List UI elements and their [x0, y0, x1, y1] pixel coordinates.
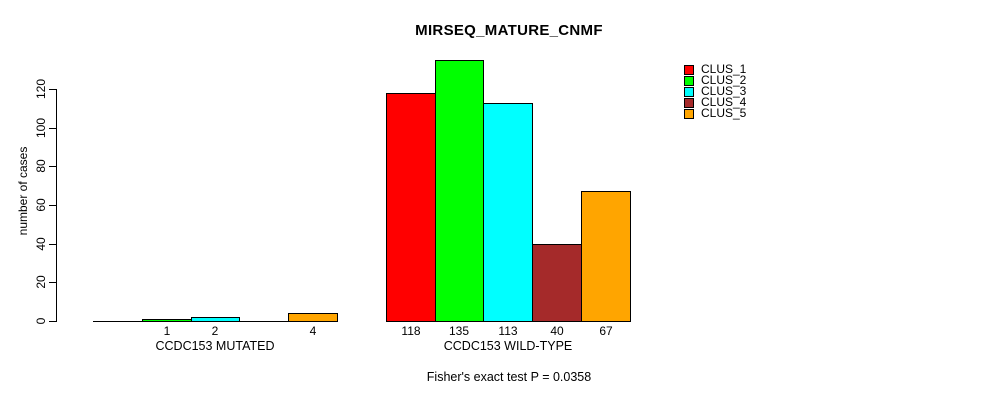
y-axis-tick-label: 40: [34, 237, 48, 251]
bar-value-label: 135: [448, 324, 470, 338]
legend-swatch-clus_3: [684, 86, 694, 97]
legend-swatch-clus_1: [684, 64, 694, 75]
bar-clus_3-group1: [483, 103, 533, 322]
y-axis-tick-label: 120: [34, 78, 48, 100]
y-axis-tick: [49, 89, 56, 90]
y-axis-tick-label: 20: [34, 275, 48, 289]
bar-value-label: 67: [599, 324, 613, 338]
y-axis-tick: [49, 244, 56, 245]
legend-label: CLUS_4: [701, 95, 747, 109]
bar-value-label: 113: [498, 324, 518, 338]
legend-item: CLUS_5: [684, 106, 747, 120]
legend-item: CLUS_3: [684, 84, 747, 98]
y-axis-label: number of cases: [16, 146, 30, 236]
y-axis-tick: [49, 205, 56, 206]
bar-value-label: 40: [550, 324, 564, 338]
y-axis-tick-label: 80: [34, 159, 48, 173]
legend-label: CLUS_3: [701, 84, 747, 98]
chart-title: MIRSEQ_MATURE_CNMF: [415, 22, 603, 39]
group-label-mutated: CCDC153 MUTATED: [155, 339, 275, 353]
bar-value-label: 2: [211, 324, 219, 338]
y-axis-tick: [49, 282, 56, 283]
bar-clus_5-group1: [581, 191, 631, 322]
legend-label: CLUS_2: [701, 73, 747, 87]
y-axis-tick: [49, 166, 56, 167]
y-axis-line: [56, 89, 57, 322]
y-axis-tick-label: 0: [34, 317, 48, 325]
bar-clus_1-group1: [386, 93, 436, 322]
group-label-wild-type: CCDC153 WILD-TYPE: [443, 339, 573, 353]
bar-clus_2-group0: [142, 319, 192, 322]
bar-value-label: 1: [163, 324, 171, 338]
y-axis-tick: [49, 321, 56, 322]
legend-item: CLUS_4: [684, 95, 747, 109]
bar-clus_5-group0: [288, 313, 338, 322]
y-axis-tick-label: 60: [34, 198, 48, 212]
legend-item: CLUS_2: [684, 73, 747, 87]
legend-item: CLUS_1: [684, 62, 747, 76]
bar-value-label: 4: [309, 324, 317, 338]
y-axis-tick-label: 100: [34, 117, 48, 139]
fisher-test-annotation: Fisher's exact test P = 0.0358: [426, 370, 592, 384]
legend-swatch-clus_2: [684, 75, 694, 86]
legend-label: CLUS_1: [701, 62, 747, 76]
bar-clus_2-group1: [435, 60, 484, 322]
y-axis-tick: [49, 128, 56, 129]
bar-clus_4-group1: [532, 244, 582, 322]
legend-swatch-clus_4: [684, 97, 694, 108]
legend-swatch-clus_5: [684, 108, 694, 119]
legend-label: CLUS_5: [701, 106, 747, 120]
bar-value-label: 118: [401, 324, 421, 338]
legend: CLUS_1 CLUS_2 CLUS_3 CLUS_4 CLUS_5: [684, 62, 747, 120]
bar-clus_3-group0: [191, 317, 240, 322]
